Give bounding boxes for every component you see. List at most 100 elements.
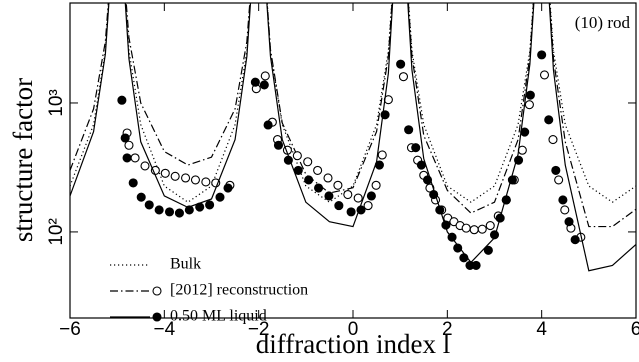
data-point bbox=[507, 175, 517, 185]
data-point bbox=[560, 205, 570, 215]
data-point bbox=[293, 165, 303, 175]
data-point bbox=[429, 189, 439, 200]
data-point bbox=[324, 191, 334, 201]
data-point bbox=[477, 224, 487, 234]
data-point bbox=[117, 95, 127, 105]
data-point bbox=[263, 120, 273, 130]
data-point bbox=[292, 151, 302, 161]
legend-marker bbox=[152, 286, 162, 296]
data-point bbox=[398, 72, 409, 82]
y-tick-label: 10³ bbox=[46, 89, 67, 116]
data-point bbox=[181, 173, 191, 183]
data-point bbox=[124, 140, 134, 150]
data-point bbox=[303, 157, 313, 167]
data-point bbox=[223, 183, 233, 193]
data-point bbox=[120, 133, 130, 143]
data-point bbox=[520, 127, 530, 137]
data-point bbox=[314, 183, 324, 193]
data-point bbox=[353, 193, 363, 203]
data-point bbox=[514, 155, 524, 165]
legend-label: Bulk bbox=[170, 256, 201, 273]
data-point bbox=[551, 165, 561, 175]
data-point bbox=[495, 213, 505, 223]
data-point bbox=[334, 201, 344, 211]
data-point bbox=[323, 173, 333, 183]
data-point bbox=[525, 90, 535, 100]
data-point bbox=[122, 153, 132, 163]
data-point bbox=[304, 175, 314, 185]
data-point bbox=[374, 160, 384, 170]
data-point bbox=[422, 175, 433, 185]
data-point bbox=[537, 50, 547, 60]
x-tick-label: −4 bbox=[153, 319, 175, 340]
data-point bbox=[215, 192, 225, 202]
series-line bbox=[70, 3, 636, 272]
data-point bbox=[154, 205, 164, 215]
data-point bbox=[524, 100, 534, 110]
data-point bbox=[259, 80, 269, 90]
data-point bbox=[128, 178, 138, 188]
data-point bbox=[501, 195, 511, 205]
x-tick-label: 2 bbox=[442, 319, 453, 340]
data-point bbox=[469, 225, 479, 235]
data-point bbox=[371, 180, 381, 190]
data-point bbox=[485, 221, 495, 231]
x-tick-label: 6 bbox=[631, 319, 639, 340]
series-line bbox=[70, 3, 636, 203]
data-point bbox=[459, 253, 469, 263]
data-point bbox=[313, 165, 323, 175]
y-tick-label: 10² bbox=[46, 218, 67, 245]
data-point bbox=[441, 220, 451, 230]
annotation: (10) rod bbox=[575, 13, 631, 32]
legend-label: 0.50 ML liquid bbox=[170, 308, 267, 325]
data-point bbox=[190, 175, 201, 185]
data-point bbox=[483, 245, 493, 255]
data-point bbox=[130, 153, 140, 163]
data-point bbox=[260, 71, 270, 81]
data-point bbox=[164, 207, 175, 217]
data-point bbox=[250, 77, 260, 87]
data-point bbox=[377, 150, 387, 160]
data-point bbox=[570, 235, 580, 245]
data-point bbox=[548, 135, 558, 145]
data-point bbox=[404, 125, 414, 135]
legend-label: [2012] reconstruction bbox=[170, 282, 308, 299]
plot-frame bbox=[69, 2, 637, 319]
x-tick-label: −6 bbox=[59, 319, 81, 340]
data-point bbox=[136, 192, 146, 202]
series-line bbox=[70, 3, 636, 228]
data-point bbox=[461, 223, 471, 233]
data-point bbox=[356, 205, 366, 215]
data-point bbox=[396, 59, 406, 69]
y-axis-label: structure factor bbox=[8, 78, 38, 242]
data-point bbox=[144, 200, 154, 210]
x-tick-label: 4 bbox=[536, 319, 547, 340]
data-point bbox=[544, 115, 554, 125]
data-point bbox=[201, 177, 211, 187]
data-point bbox=[380, 110, 390, 120]
data-point bbox=[333, 180, 343, 190]
data-point bbox=[411, 143, 421, 153]
data-point bbox=[140, 161, 150, 171]
data-point bbox=[343, 189, 353, 200]
data-point bbox=[283, 155, 293, 165]
data-point bbox=[170, 171, 180, 181]
x-tick-label: 0 bbox=[348, 319, 359, 340]
plot-area bbox=[70, 3, 636, 272]
data-point bbox=[447, 232, 457, 242]
legend-marker bbox=[152, 312, 162, 322]
data-point bbox=[273, 140, 284, 150]
data-point bbox=[184, 205, 194, 215]
data-point bbox=[195, 202, 205, 212]
x-tick-label: −2 bbox=[248, 319, 270, 340]
data-point bbox=[366, 191, 376, 201]
data-point bbox=[554, 175, 564, 185]
data-point bbox=[160, 168, 170, 178]
data-point bbox=[564, 217, 574, 227]
x-axis-label: diffraction index l bbox=[256, 329, 450, 359]
data-point bbox=[453, 243, 463, 253]
data-point bbox=[489, 230, 500, 240]
data-point bbox=[416, 160, 426, 170]
